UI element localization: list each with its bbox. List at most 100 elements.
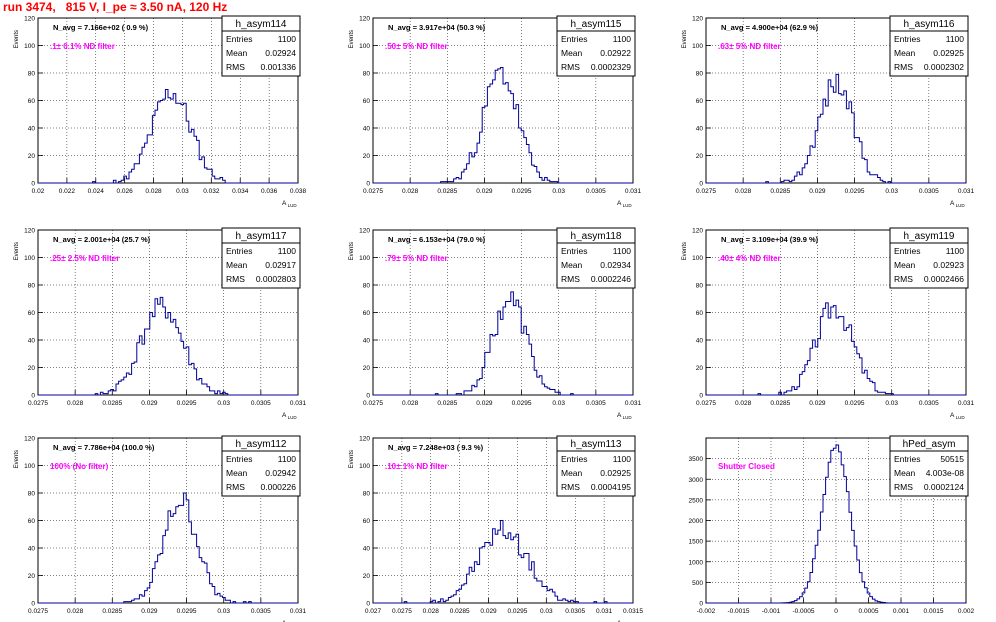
stats-label: Mean — [894, 260, 916, 270]
stats-label: Mean — [226, 260, 248, 270]
stats-value: 0.02925 — [600, 468, 631, 478]
filter-annotation: 100% (No filter) — [50, 462, 109, 471]
y-tick-label: 0 — [699, 393, 703, 400]
x-tick-label: 0.0315 — [623, 608, 643, 615]
hist-name: h_asym118 — [571, 231, 622, 242]
x-tick-label: 0.03 — [176, 188, 189, 195]
x-tick-label: 0.03 — [552, 188, 565, 195]
navg-label: N_avg = 4.900e+04 (62.9 %) — [721, 23, 819, 32]
x-tick-label: 0.029 — [476, 400, 493, 407]
navg-label: N_avg = 7.166e+02 ( 0.9 %) — [53, 23, 149, 32]
x-tick-label: 0.0305 — [251, 608, 271, 615]
x-tick-label: 0.0295 — [845, 400, 865, 407]
x-tick-label: 0.031 — [958, 400, 975, 407]
x-tick-label: 0.028 — [402, 400, 419, 407]
y-axis-label: Events — [349, 242, 355, 260]
hist-name: h_asym117 — [236, 231, 287, 242]
y-tick-label: 100 — [24, 463, 35, 470]
y-tick-label: 60 — [363, 310, 371, 317]
stats-box — [556, 15, 636, 77]
x-tick-label: 0.0275 — [696, 188, 716, 195]
stats-label: Mean — [226, 48, 248, 58]
histogram-panel: 0.0275 0.028 0.0285 0.029 0.0295 0.03 0.0305 0.… — [682, 15, 975, 208]
y-tick-label: 120 — [359, 228, 370, 235]
x-axis-label-subscript: LUD — [954, 415, 965, 420]
x-tick-label: 0.036 — [261, 188, 278, 195]
stats-value: 0.0002803 — [256, 274, 296, 284]
y-tick-label: 80 — [28, 283, 36, 290]
x-tick-label: 0.028 — [67, 608, 84, 615]
stats-value: 1100 — [278, 34, 297, 44]
x-tick-label: 0.028 — [735, 400, 752, 407]
y-tick-label: 2500 — [689, 497, 704, 504]
stats-value: 0.02923 — [933, 260, 964, 270]
y-axis-label: Events — [682, 242, 688, 260]
x-tick-label: 0.031 — [958, 188, 975, 195]
histogram-series — [373, 520, 633, 604]
x-tick-label: 0.032 — [203, 188, 220, 195]
filter-annotation: .25± 2.5% ND filter — [50, 254, 119, 263]
x-tick-label: 0.03 — [885, 188, 898, 195]
x-tick-label: 0.031 — [290, 608, 307, 615]
x-tick-label: 0.029 — [809, 400, 826, 407]
y-tick-label: 1000 — [689, 559, 704, 566]
navg-label: N_avg = 6.153e+04 (79.0 %) — [388, 235, 486, 244]
x-tick-label: 0.0305 — [919, 400, 939, 407]
histogram-series — [373, 67, 633, 184]
y-tick-label: 40 — [363, 338, 371, 345]
x-tick-label: 0.028 — [67, 400, 84, 407]
y-tick-label: 20 — [28, 365, 36, 372]
y-tick-label: 20 — [696, 153, 704, 160]
y-tick-label: 80 — [696, 71, 704, 78]
stats-label: Entries — [894, 454, 920, 464]
x-tick-label: 0.0295 — [507, 608, 527, 615]
histogram-panel: 0.0275 0.028 0.0285 0.029 0.0295 0.03 0.0305 0.… — [682, 227, 975, 420]
y-axis-label: Events — [14, 450, 20, 468]
navg-label: N_avg = 3.109e+04 (39.9 %) — [721, 235, 819, 244]
y-tick-label: 120 — [24, 436, 35, 443]
stats-value: 0.02942 — [265, 468, 296, 478]
y-tick-label: 0 — [31, 181, 35, 188]
stats-value: 1100 — [278, 454, 297, 464]
y-tick-label: 60 — [363, 98, 371, 105]
stats-label: Mean — [894, 48, 916, 58]
stats-value: 0.02917 — [265, 260, 296, 270]
x-axis-label-subscript: LUD — [286, 203, 297, 208]
stats-value: 1100 — [613, 246, 632, 256]
y-tick-label: 80 — [28, 71, 36, 78]
x-axis-label: A LUD — [950, 200, 965, 208]
navg-label: N_avg = 3.917e+04 (50.3 %) — [388, 23, 486, 32]
x-tick-label: 0.0005 — [859, 608, 879, 615]
stats-value: 0.02924 — [265, 48, 296, 58]
histogram-panel: -0.002 -0.0015 -0.001 -0.0005 0 0.0005 0.001 0.… — [689, 435, 975, 615]
x-tick-label: 0.028 — [402, 188, 419, 195]
x-tick-label: 0.029 — [480, 608, 497, 615]
x-tick-label: 0.0275 — [28, 608, 48, 615]
histogram-series — [38, 296, 298, 396]
y-tick-label: 20 — [363, 365, 371, 372]
x-tick-label: 0.029 — [141, 608, 158, 615]
x-tick-label: 0.026 — [117, 188, 134, 195]
histogram-panel: 0.0275 0.028 0.0285 0.029 0.0295 0.03 0.0305 0.… — [349, 227, 642, 420]
hist-name: hPed_asym — [903, 439, 956, 450]
hist-name: h_asym114 — [236, 19, 287, 30]
y-tick-label: 120 — [692, 228, 703, 235]
x-tick-label: 0.0285 — [770, 400, 790, 407]
y-tick-label: 100 — [692, 43, 703, 50]
y-axis-label: Events — [349, 450, 355, 468]
stats-label: RMS — [894, 482, 913, 492]
stats-value: 0.001336 — [261, 62, 297, 72]
x-tick-label: 0.0305 — [919, 188, 939, 195]
y-tick-label: 120 — [359, 436, 370, 443]
x-tick-label: 0.024 — [88, 188, 105, 195]
stats-value: 1100 — [946, 246, 965, 256]
x-tick-label: -0.001 — [762, 608, 781, 615]
y-tick-label: 80 — [363, 283, 371, 290]
histogram-panel: 0.0275 0.028 0.0285 0.029 0.0295 0.03 0.0305 0.… — [14, 435, 307, 622]
x-tick-label: 0.038 — [290, 188, 307, 195]
x-tick-label: 0.0285 — [437, 400, 457, 407]
x-axis-label: A LUD — [617, 200, 632, 208]
y-tick-label: 0 — [366, 601, 370, 608]
x-tick-label: 0.02 — [32, 188, 45, 195]
stats-box — [889, 227, 969, 289]
